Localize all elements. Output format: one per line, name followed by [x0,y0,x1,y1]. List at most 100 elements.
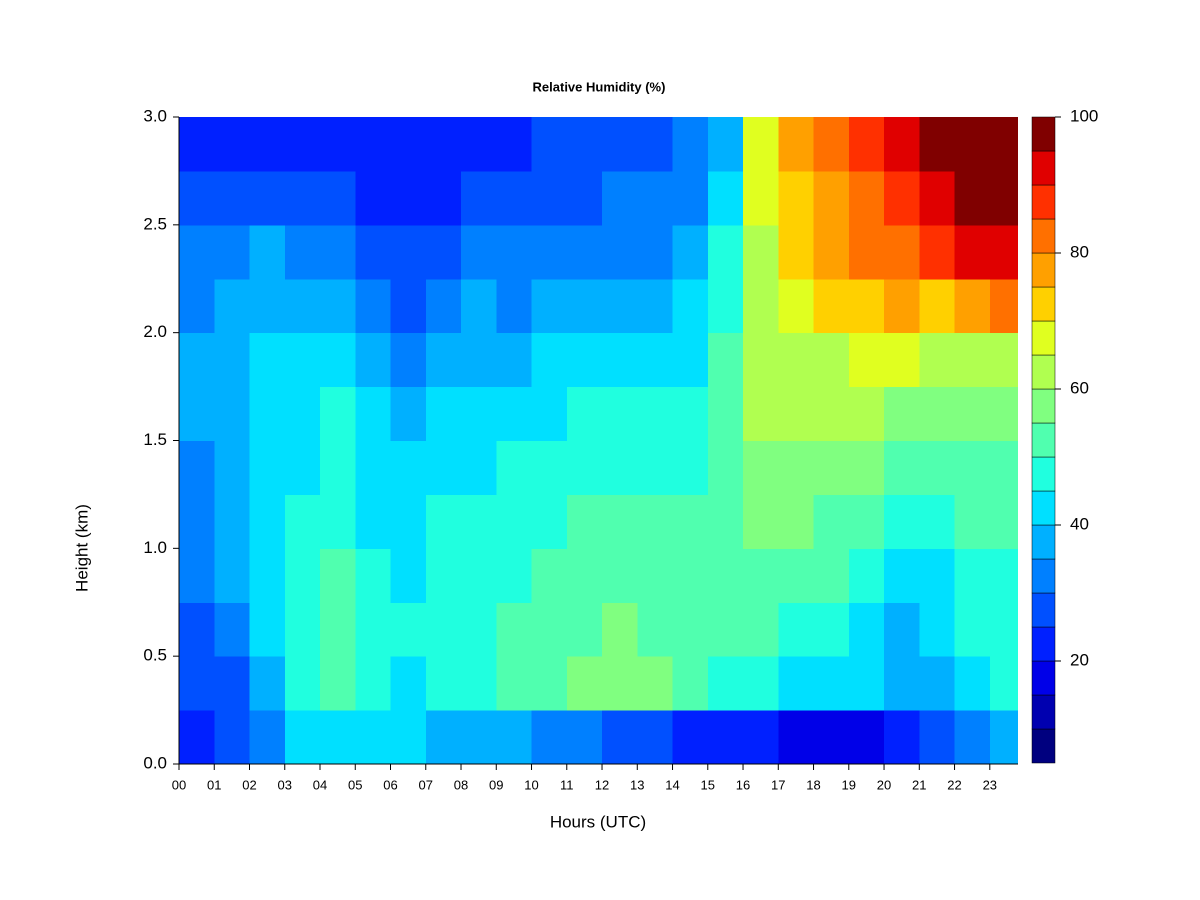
y-tick-label: 1.0 [143,538,167,557]
heatmap-cell [743,170,779,226]
heatmap-cell [425,494,462,549]
heatmap-cell [320,602,356,657]
heatmap-cell [989,170,1018,226]
heatmap-cell [743,117,779,172]
heatmap-cell [672,224,709,280]
colorbar-tick-label: 80 [1070,242,1089,261]
heatmap-cell [214,548,251,603]
heatmap-cell [531,710,568,764]
heatmap-cell [778,117,815,172]
heatmap-cell [531,170,568,226]
heatmap-cell [496,117,533,172]
heatmap-cell [954,548,991,603]
heatmap-cell [566,656,603,711]
heatmap-cell [778,548,815,603]
heatmap-cell [778,386,815,441]
heatmap-cell [602,440,638,495]
heatmap-cell [425,710,462,764]
heatmap-cell [602,117,638,172]
heatmap-cell [672,170,709,226]
heatmap-cell [707,386,744,441]
x-tick-label: 19 [842,777,856,792]
heatmap-cell [320,170,356,226]
heatmap-cell [566,117,603,172]
heatmap-cell [919,170,956,226]
heatmap-cell [179,170,215,226]
heatmap-cell [249,386,286,441]
heatmap-cell [461,170,497,226]
heatmap-cell [249,494,286,549]
heatmap-cell [989,602,1018,657]
colorbar-bin [1031,218,1056,254]
heatmap-cell [813,224,850,280]
y-tick-label: 0.5 [143,646,167,665]
heatmap-cell [602,548,638,603]
heatmap-cell [778,710,815,764]
y-tick-label: 2.5 [143,214,167,233]
heatmap-cell [390,548,427,603]
heatmap-cell [778,224,815,280]
heatmap-cell [531,656,568,711]
heatmap-cell [496,278,533,334]
heatmap-cell [637,602,674,657]
heatmap-cell [179,332,215,388]
colorbar-bin [1031,626,1056,662]
heatmap-cell [637,278,674,334]
heatmap-cell [214,386,251,441]
heatmap-cell [390,710,427,764]
heatmap-cell [778,656,815,711]
heatmap-cell [214,656,251,711]
heatmap-cell [848,224,885,280]
chart-title: Relative Humidity (%) [533,79,666,94]
heatmap-cell [320,386,356,441]
heatmap-cell [919,278,956,334]
heatmap-cell [989,656,1018,711]
x-tick-label: 04 [313,777,327,792]
heatmap-cell [602,332,638,388]
heatmap-cell [919,386,956,441]
heatmap-cell [284,332,321,388]
heatmap-cell [848,170,885,226]
heatmap-cell [743,386,779,441]
heatmap-cell [707,332,744,388]
colorbar-bin [1031,694,1056,730]
heatmap-cell [637,494,674,549]
heatmap-cell [672,548,709,603]
heatmap-cell [214,170,251,226]
heatmap-cell [355,710,392,764]
heatmap-cell [320,224,356,280]
colorbar-bin [1031,490,1056,526]
heatmap-cell [672,494,709,549]
heatmap-cell [743,710,779,764]
heatmap-cell [461,494,497,549]
heatmap-cell [496,224,533,280]
heatmap-cell [637,170,674,226]
heatmap-cell [707,224,744,280]
colorbar-bin [1031,388,1056,424]
heatmap-cell [919,332,956,388]
heatmap-cell [355,494,392,549]
heatmap-cell [284,494,321,549]
heatmap-cell [461,440,497,495]
heatmap-cell [249,440,286,495]
heatmap-cell [249,117,286,172]
heatmap-cell [496,548,533,603]
heatmap-cell [813,170,850,226]
heatmap-cell [672,710,709,764]
heatmap-cell [743,494,779,549]
heatmap-cell [355,117,392,172]
heatmap-cell [848,548,885,603]
heatmap-cell [954,117,991,172]
heatmap-cell [848,602,885,657]
heatmap-cell [496,332,533,388]
heatmap-cell [425,117,462,172]
heatmap-cell [637,548,674,603]
heatmap-cell [531,494,568,549]
heatmap-cell [249,602,286,657]
heatmap-cell [707,440,744,495]
heatmap-cell [602,494,638,549]
heatmap-cell [884,710,920,764]
heatmap-cell [284,602,321,657]
x-tick-label: 09 [489,777,503,792]
colorbar-bin [1031,660,1056,696]
